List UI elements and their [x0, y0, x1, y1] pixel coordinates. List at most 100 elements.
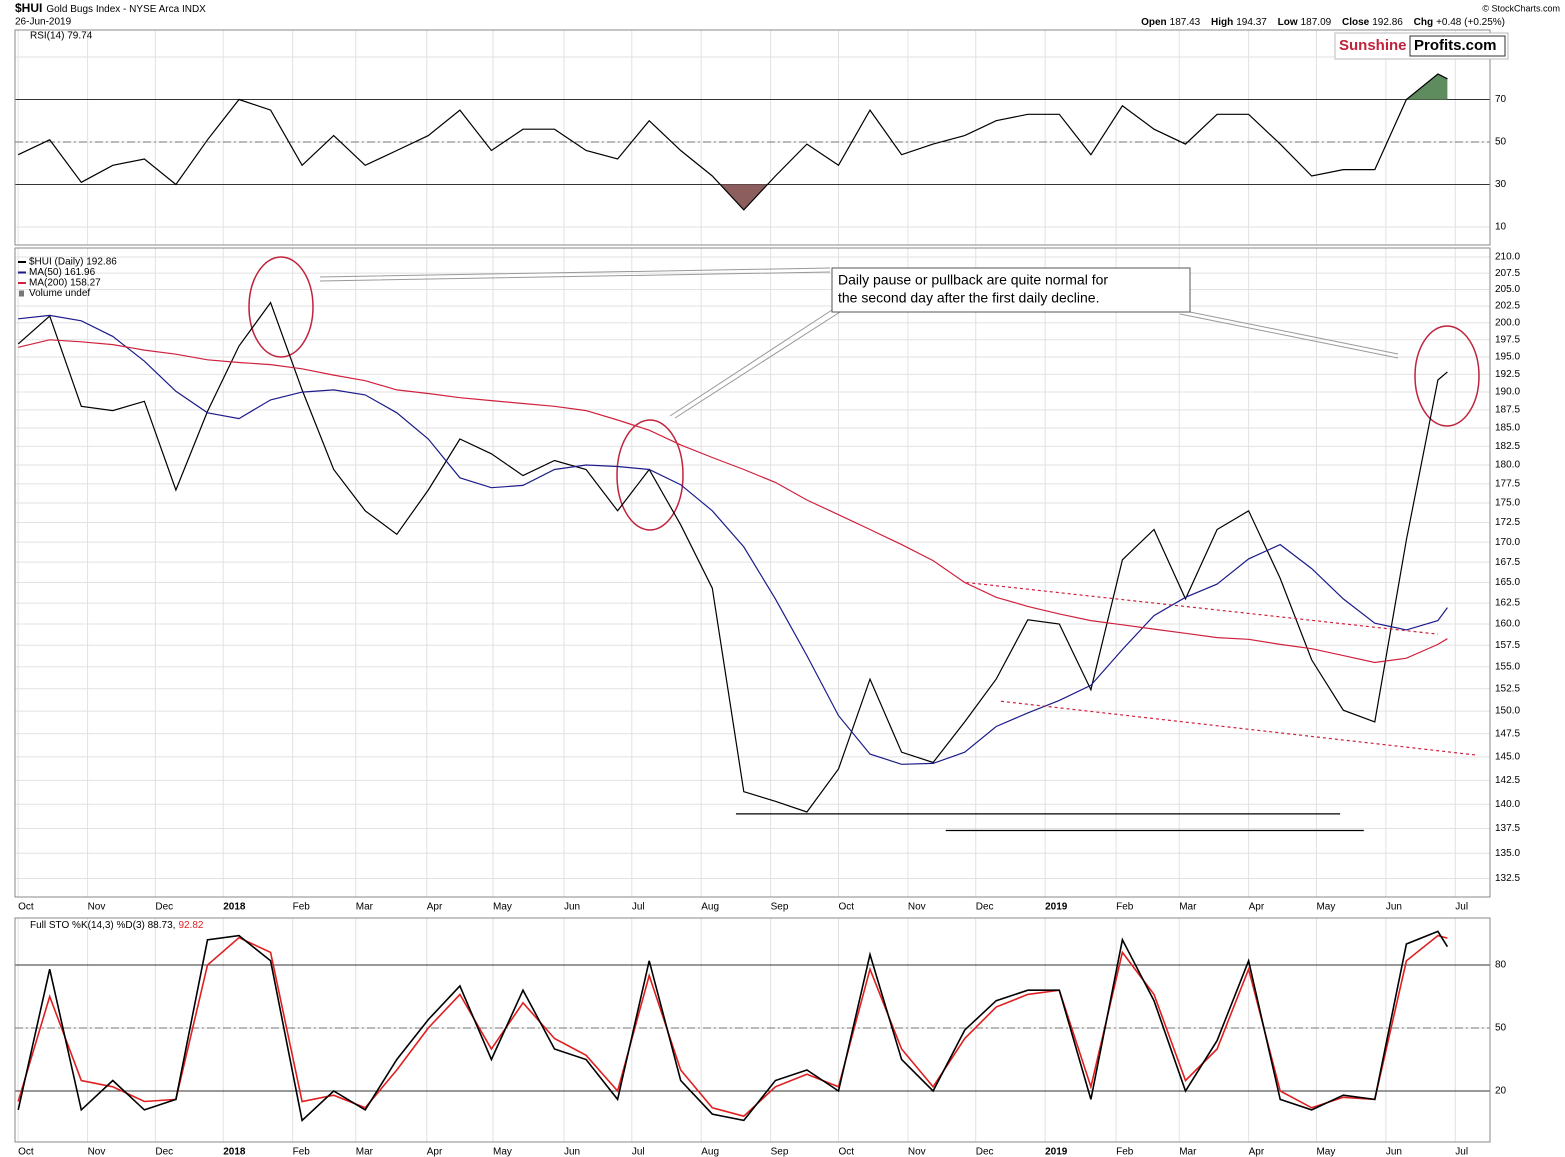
legend-swatch [19, 290, 24, 297]
x-tick-label: Jul [1455, 1147, 1468, 1157]
y-tick-label: 190.0 [1495, 387, 1520, 398]
y-tick-label: 137.5 [1495, 823, 1520, 834]
x-tick-label: Dec [976, 902, 994, 913]
logo-sunshine: Sunshine [1339, 37, 1407, 54]
ellipse [248, 256, 314, 358]
x-tick-label: Feb [1116, 902, 1134, 913]
legend-label: $HUI (Daily) 192.86 [29, 257, 117, 268]
x-tick-label: Nov [88, 902, 106, 913]
channel-line [1000, 700, 1476, 756]
y-tick-label: 202.5 [1495, 301, 1520, 312]
leader [1179, 309, 1399, 359]
price-frame [14, 247, 1491, 898]
x-tick-label: Oct [838, 1147, 854, 1157]
annotation-text: Daily pause or pullback are quite normal… [838, 272, 1108, 288]
quote-label: Low [1278, 17, 1298, 28]
y-tick-label: 162.5 [1495, 598, 1520, 609]
series-line [18, 339, 1448, 664]
quote-label: Open [1141, 17, 1167, 28]
x-tick-label: May [493, 902, 512, 913]
annotation-text: the second day after the first daily dec… [838, 290, 1099, 306]
y-tick-label: 177.5 [1495, 479, 1520, 490]
y-tick-label: 170.0 [1495, 537, 1520, 548]
x-tick-label: Apr [427, 1147, 443, 1157]
y-tick-label: 50 [1495, 1023, 1507, 1034]
y-tick-label: 165.0 [1495, 577, 1520, 588]
x-tick-label: Jun [1386, 1147, 1402, 1157]
y-tick-label: 20 [1495, 1086, 1507, 1097]
y-tick-label: 167.5 [1495, 557, 1520, 568]
quote-value: 187.43 [1170, 17, 1201, 28]
x-tick-label: Jun [1386, 902, 1402, 913]
x-tick-label: 2019 [1045, 1147, 1068, 1157]
sto-title-k: Full STO %K(14,3) %D(3) 88.73, [30, 920, 175, 931]
y-tick-label: 132.5 [1495, 873, 1520, 884]
leader [669, 307, 841, 419]
logo-profits: Profits.com [1414, 37, 1497, 54]
x-tick-label: Jul [632, 902, 645, 913]
x-tick-label: May [1316, 1147, 1335, 1157]
x-tick-label: 2019 [1045, 902, 1068, 913]
annotation-box [831, 267, 1191, 313]
y-tick-label: 157.5 [1495, 640, 1520, 651]
x-tick-label: Nov [908, 1147, 926, 1157]
x-tick-label: Mar [356, 902, 374, 913]
series-line [18, 314, 1448, 765]
y-tick-label: 205.0 [1495, 284, 1520, 295]
x-tick-label: Aug [701, 902, 719, 913]
x-tick-label: Mar [1179, 902, 1197, 913]
y-tick-label: 152.5 [1495, 683, 1520, 694]
leader [319, 267, 831, 282]
x-tick-label: Apr [427, 902, 443, 913]
quote-label: Chg [1414, 17, 1433, 28]
quote: Open 187.43 High 194.37 Low 187.09 Close 192… [1141, 17, 1505, 28]
x-tick-label: 2018 [223, 902, 246, 913]
logo-inner [1409, 35, 1506, 57]
x-tick-label: Aug [701, 1147, 719, 1157]
x-tick-label: Sep [771, 902, 789, 913]
y-tick-label: 192.5 [1495, 369, 1520, 380]
x-tick-label: Jul [632, 1147, 645, 1157]
x-tick-label: Apr [1249, 902, 1265, 913]
sto-frame [14, 917, 1491, 1143]
y-tick-label: 195.0 [1495, 352, 1520, 363]
ellipse [616, 419, 684, 531]
sto-title-d: 92.82 [178, 920, 203, 931]
y-tick-label: 147.5 [1495, 728, 1520, 739]
rsi-title: RSI(14) 79.74 [30, 31, 93, 42]
x-tick-label: Dec [976, 1147, 994, 1157]
x-tick-label: Oct [18, 902, 34, 913]
y-tick-label: 80 [1495, 960, 1507, 971]
y-tick-label: 185.0 [1495, 423, 1520, 434]
quote-label: Close [1342, 17, 1370, 28]
series-line [17, 301, 1448, 813]
x-tick-label: Dec [155, 1147, 173, 1157]
legend-label: MA(50) 161.96 [29, 267, 96, 278]
x-tick-label: Nov [908, 902, 926, 913]
y-tick-label: 145.0 [1495, 752, 1520, 763]
y-tick-label: 142.5 [1495, 775, 1520, 786]
series-line [17, 73, 1448, 211]
ellipse [1414, 325, 1480, 427]
symbol: $HUI [15, 1, 42, 15]
y-tick-label: 187.5 [1495, 405, 1520, 416]
y-tick-label: 30 [1495, 179, 1507, 190]
index-name: Gold Bugs Index - NYSE Arca INDX [46, 4, 206, 15]
x-tick-label: Nov [88, 1147, 106, 1157]
annotation-leaders [319, 267, 1399, 419]
x-tick-label: May [1316, 902, 1335, 913]
x-tick-label: Feb [1116, 1147, 1134, 1157]
sto-title: Full STO %K(14,3) %D(3) 88.73, 92.82 [30, 920, 204, 931]
x-tick-label: Jul [1455, 902, 1468, 913]
x-tick-label: Feb [293, 902, 311, 913]
y-tick-label: 160.0 [1495, 619, 1520, 630]
y-tick-label: 182.5 [1495, 441, 1520, 452]
x-tick-label: Sep [771, 1147, 789, 1157]
quote-value: 194.37 [1236, 17, 1267, 28]
y-tick-label: 172.5 [1495, 517, 1520, 528]
x-tick-label: Apr [1249, 1147, 1265, 1157]
header-title: $HUI Gold Bugs Index - NYSE Arca INDX [15, 1, 206, 15]
legend-label: MA(200) 158.27 [29, 278, 101, 289]
y-tick-label: 70 [1495, 94, 1507, 105]
